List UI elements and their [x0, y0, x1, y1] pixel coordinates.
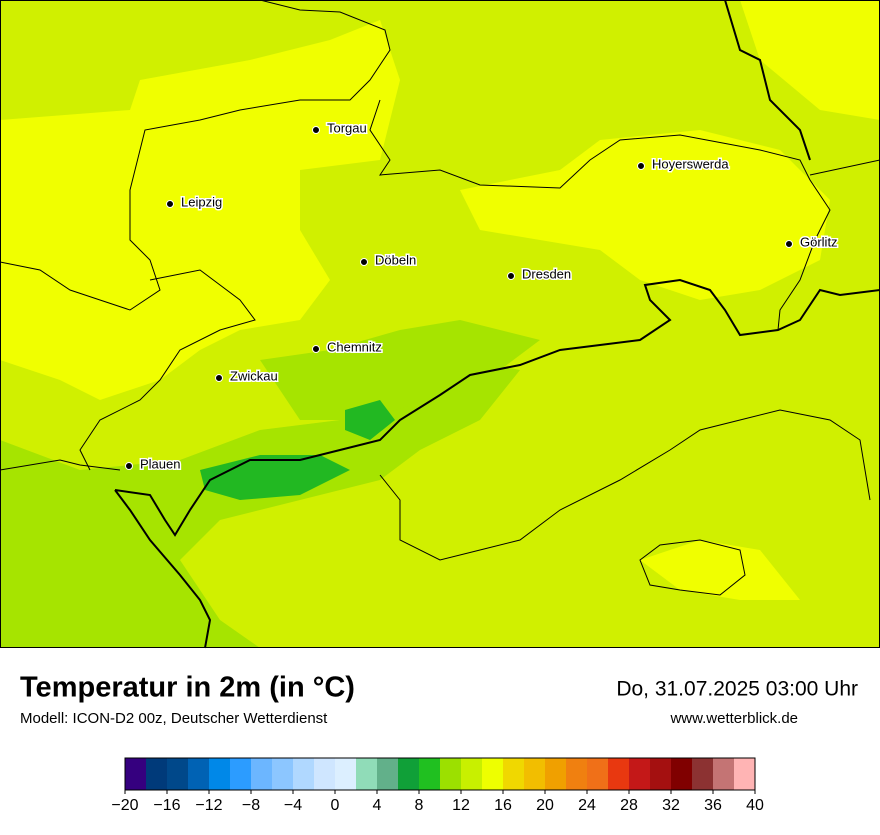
borders — [0, 0, 880, 596]
city-label: Torgau — [327, 120, 367, 135]
cold-zone — [345, 400, 395, 440]
colorbar-tick-label: 12 — [452, 797, 470, 814]
colorbar-bin — [209, 758, 230, 790]
colorbar-bin — [230, 758, 251, 790]
colorbar-bin — [167, 758, 188, 790]
model-info: Modell: ICON-D2 00z, Deutscher Wetterdie… — [20, 710, 328, 727]
colorbar-bin — [356, 758, 377, 790]
colorbar-tick-label: −8 — [242, 797, 260, 814]
city-dot — [125, 462, 133, 470]
colorbar-bin — [251, 758, 272, 790]
colorbar-bin — [524, 758, 545, 790]
colorbar-tick-label: 0 — [331, 797, 340, 814]
colorbar-tick-label: −4 — [284, 797, 302, 814]
datetime: Do, 31.07.2025 03:00 Uhr — [616, 678, 858, 701]
colorbar-bin — [482, 758, 503, 790]
colorbar-tick-label: 16 — [494, 797, 512, 814]
city-dot — [507, 272, 515, 280]
colorbar-bin — [692, 758, 713, 790]
colorbar-bin — [293, 758, 314, 790]
warm-zone — [0, 20, 400, 400]
colorbar-bin — [503, 758, 524, 790]
colorbar-tick-label: 40 — [746, 797, 764, 814]
city-label: Zwickau — [230, 368, 278, 383]
warm-zone — [740, 0, 880, 120]
colorbar-bin — [398, 758, 419, 790]
colorbar-bin — [314, 758, 335, 790]
colorbar-bin — [440, 758, 461, 790]
national-border — [114, 0, 880, 649]
colorbar-tick-label: 32 — [662, 797, 680, 814]
colorbar-tick-label: 24 — [578, 797, 596, 814]
city-dot — [637, 162, 645, 170]
district-border — [639, 539, 746, 596]
city-label: Döbeln — [375, 252, 416, 267]
colorbar-tick-label: 36 — [704, 797, 722, 814]
city-label: Dresden — [522, 266, 571, 281]
city-label: Leipzig — [181, 194, 222, 209]
city-labels: Torgau Leipzig Hoyerswerda Görlitz Döbeln Dre… — [125, 119, 839, 473]
district-border — [379, 409, 871, 561]
district-border — [0, 0, 391, 311]
title: Temperatur in 2m (in °C) — [20, 672, 355, 704]
colorbar-bin — [566, 758, 587, 790]
warm-zone — [460, 130, 830, 300]
city-label: Chemnitz — [327, 339, 382, 354]
colorbar-bin — [461, 758, 482, 790]
colorbar-tick-label: 28 — [620, 797, 638, 814]
colorbar-frame — [124, 757, 756, 791]
colorbar-bin — [608, 758, 629, 790]
colorbar-bin — [377, 758, 398, 790]
colorbar: −20 −16 −12 −8 −4 0 4 8 12 16 20 24 28 32 36 40 — [111, 757, 764, 814]
colorbar-bin — [629, 758, 650, 790]
city-dot — [312, 345, 320, 353]
colorbar-tick-label: 20 — [536, 797, 554, 814]
colorbar-tick-label: −20 — [111, 797, 138, 814]
colorbar-bin — [419, 758, 440, 790]
colorbar-bin — [188, 758, 209, 790]
colorbar-bin — [545, 758, 566, 790]
colorbar-bin — [713, 758, 734, 790]
website: www.wetterblick.de — [669, 710, 798, 727]
district-border — [809, 159, 880, 176]
city-dot — [166, 200, 174, 208]
colorbar-bin — [125, 758, 146, 790]
city-dot — [215, 374, 223, 382]
city-dot — [312, 126, 320, 134]
colorbar-bin — [734, 758, 755, 790]
colorbar-tick-label: 4 — [373, 797, 382, 814]
colorbar-tick-label: −16 — [153, 797, 180, 814]
colorbar-bin — [650, 758, 671, 790]
warm-zone — [640, 540, 800, 600]
cool-zone — [260, 320, 540, 420]
colorbar-tick-label: −12 — [195, 797, 222, 814]
city-label: Hoyerswerda — [652, 156, 729, 171]
city-label: Plauen — [140, 456, 180, 471]
cool-zone — [0, 360, 520, 648]
colorbar-bin — [587, 758, 608, 790]
city-dot — [360, 258, 368, 266]
city-label: Görlitz — [800, 234, 838, 249]
district-border — [79, 269, 256, 471]
district-border — [369, 99, 831, 331]
map — [0, 0, 880, 649]
colorbar-bin — [671, 758, 692, 790]
colorbar-tick-label: 8 — [415, 797, 424, 814]
colorbar-bin — [146, 758, 167, 790]
city-dot — [785, 240, 793, 248]
colorbar-bin — [272, 758, 293, 790]
district-border — [0, 459, 121, 471]
colorbar-bin — [335, 758, 356, 790]
